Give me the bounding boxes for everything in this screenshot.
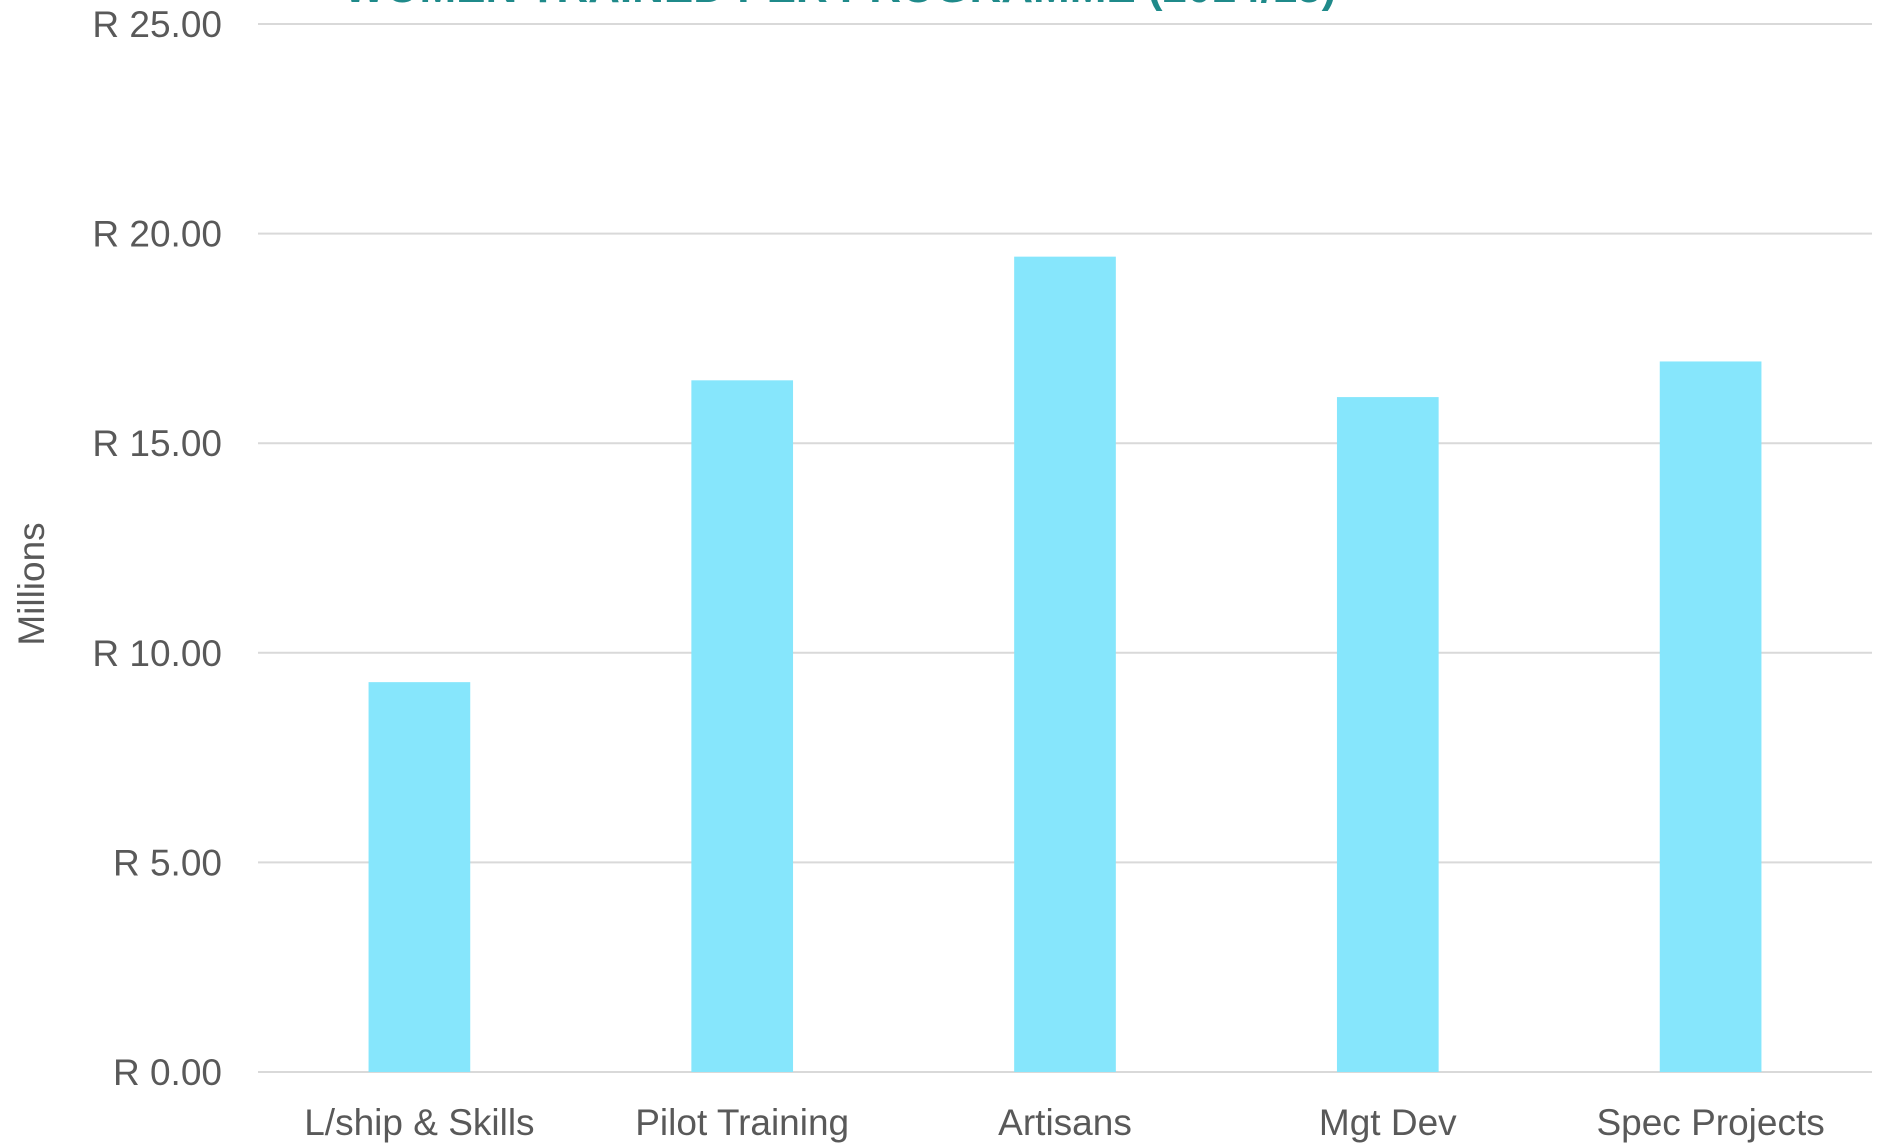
x-category-label: L/ship & Skills (304, 1102, 534, 1143)
y-tick-label: R 0.00 (113, 1052, 222, 1093)
x-category-label: Mgt Dev (1319, 1102, 1457, 1143)
y-tick-label: R 5.00 (113, 842, 222, 883)
x-category-label: Artisans (998, 1102, 1132, 1143)
y-tick-label: R 20.00 (92, 214, 222, 255)
x-category-label: Spec Projects (1596, 1102, 1824, 1143)
x-category-label: Pilot Training (635, 1102, 849, 1143)
bar (1014, 256, 1116, 1072)
y-axis-ticks: R 0.00 R 5.00 R 10.00 R 15.00 R 20.00 R 25.00 (92, 4, 222, 1093)
bar (1659, 361, 1762, 1072)
bar (368, 682, 471, 1072)
x-axis-categories: L/ship & Skills Pilot Training Artisans Mgt… (304, 1102, 1824, 1143)
bar (1336, 397, 1439, 1072)
y-tick-label: R 15.00 (92, 423, 222, 464)
chart-title: WOMEN TRAINED PER PROGRAMME (2014/15) (344, 0, 1337, 12)
y-tick-label: R 25.00 (92, 4, 222, 45)
y-axis-title: Millions (11, 522, 52, 645)
y-tick-label: R 10.00 (92, 633, 222, 674)
bars (368, 256, 1762, 1072)
bar (691, 380, 794, 1072)
